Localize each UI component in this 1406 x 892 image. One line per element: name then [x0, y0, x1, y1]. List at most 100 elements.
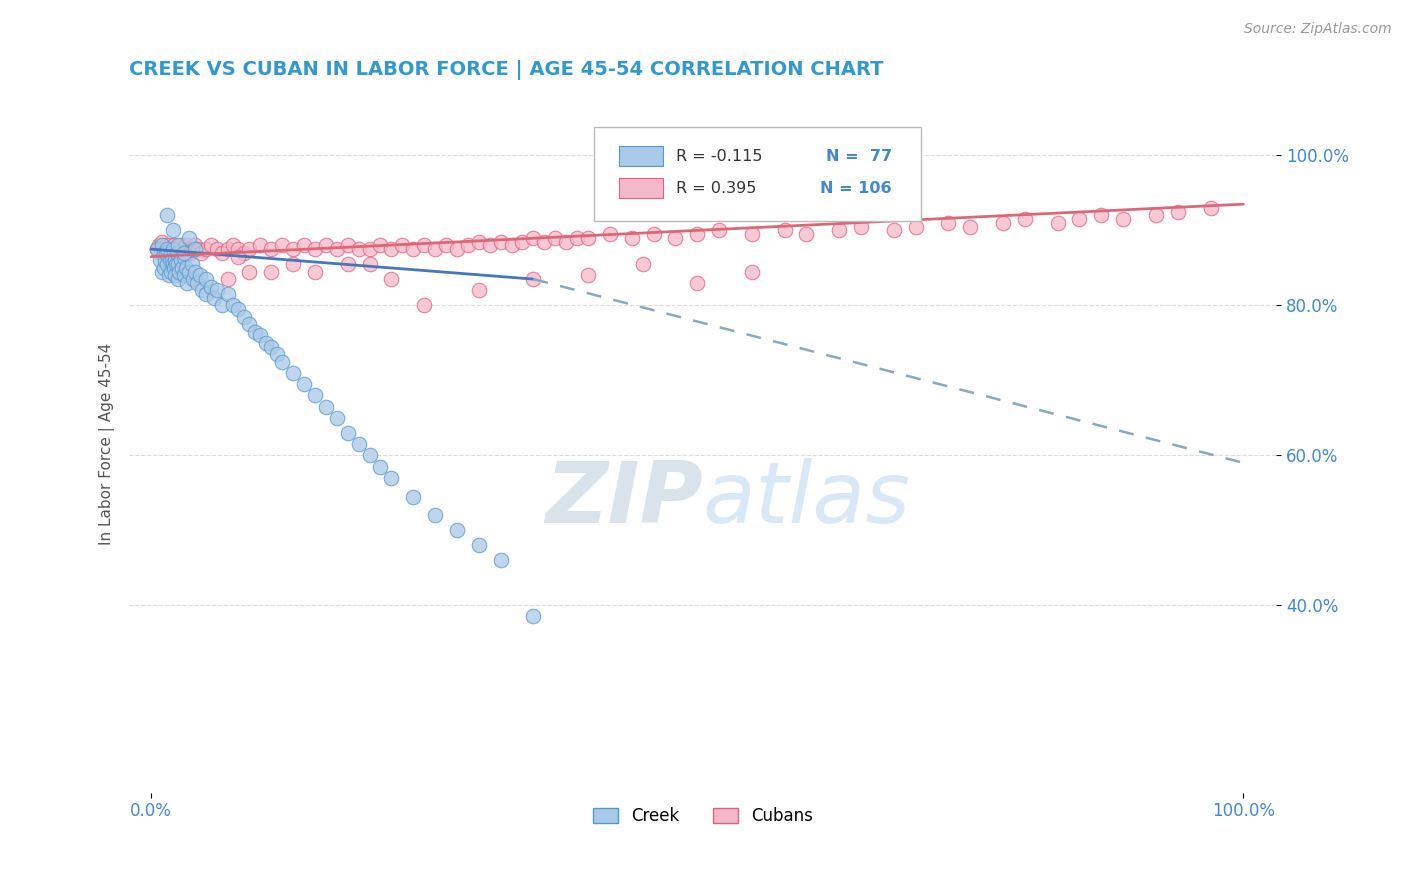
Point: [631, 257, 654, 271]
Point: [544, 231, 567, 245]
FancyBboxPatch shape: [593, 127, 921, 221]
Point: [232, 245, 254, 260]
Y-axis label: In Labor Force | Age 45-54: In Labor Force | Age 45-54: [100, 343, 115, 545]
Point: [157, 245, 180, 260]
Point: [304, 264, 326, 278]
Point: [413, 298, 436, 312]
Point: [555, 235, 578, 249]
Point: [468, 538, 491, 552]
Point: [145, 242, 167, 256]
Point: [238, 242, 260, 256]
Point: [686, 227, 709, 241]
Point: [370, 459, 392, 474]
Point: [179, 264, 201, 278]
Text: CREEK VS CUBAN IN LABOR FORCE | AGE 45-54 CORRELATION CHART: CREEK VS CUBAN IN LABOR FORCE | AGE 45-5…: [129, 60, 884, 79]
Point: [156, 242, 179, 256]
Point: [155, 238, 177, 252]
Point: [402, 490, 425, 504]
Point: [222, 238, 245, 252]
Point: [1046, 216, 1069, 230]
Point: [468, 235, 491, 249]
Point: [167, 242, 190, 256]
Point: [160, 253, 183, 268]
Point: [205, 242, 228, 256]
Point: [180, 257, 202, 271]
Point: [173, 268, 195, 283]
Point: [1112, 212, 1135, 227]
Point: [304, 388, 326, 402]
Point: [457, 238, 479, 252]
Point: [232, 310, 254, 324]
Point: [304, 242, 326, 256]
Point: [489, 553, 512, 567]
Point: [194, 287, 217, 301]
Point: [228, 302, 250, 317]
Point: [991, 216, 1014, 230]
Point: [149, 253, 172, 268]
Point: [153, 260, 176, 275]
Point: [174, 260, 197, 275]
Point: [167, 272, 190, 286]
Point: [271, 238, 294, 252]
Point: [162, 242, 184, 256]
Point: [176, 276, 198, 290]
Point: [145, 242, 167, 256]
Point: [174, 238, 197, 252]
Point: [370, 238, 392, 252]
Text: atlas: atlas: [703, 458, 911, 541]
Point: [326, 242, 349, 256]
Point: [179, 245, 201, 260]
Point: [179, 231, 201, 245]
Point: [741, 227, 763, 241]
Point: [1199, 201, 1222, 215]
Point: [238, 317, 260, 331]
Point: [522, 272, 544, 286]
Point: [423, 242, 446, 256]
Point: [184, 264, 207, 278]
Point: [156, 257, 179, 271]
Point: [159, 242, 181, 256]
Point: [260, 242, 283, 256]
Point: [347, 242, 370, 256]
Point: [181, 272, 204, 286]
Point: [184, 238, 207, 252]
Point: [211, 245, 233, 260]
Text: R = 0.395: R = 0.395: [676, 181, 756, 195]
Point: [163, 260, 186, 275]
Point: [173, 242, 195, 256]
Point: [254, 335, 277, 350]
Point: [266, 347, 288, 361]
Point: [170, 260, 193, 275]
Point: [565, 231, 588, 245]
Point: [359, 242, 381, 256]
Point: [292, 238, 315, 252]
Point: [249, 238, 271, 252]
Point: [177, 242, 200, 256]
Point: [686, 276, 709, 290]
Point: [446, 523, 468, 537]
Point: [167, 257, 190, 271]
Point: [796, 227, 818, 241]
Text: N =  77: N = 77: [825, 149, 891, 163]
Point: [336, 238, 359, 252]
Point: [402, 242, 425, 256]
Text: N = 106: N = 106: [820, 181, 891, 195]
Legend: Creek, Cubans: Creek, Cubans: [585, 798, 821, 833]
Point: [200, 279, 222, 293]
Point: [391, 238, 413, 252]
Point: [292, 377, 315, 392]
Point: [533, 235, 555, 249]
Point: [173, 245, 195, 260]
Point: [359, 257, 381, 271]
Point: [160, 245, 183, 260]
Point: [188, 268, 211, 283]
Point: [191, 284, 214, 298]
Point: [281, 242, 304, 256]
Point: [156, 208, 179, 222]
Point: [200, 238, 222, 252]
Point: [336, 257, 359, 271]
Point: [828, 223, 851, 237]
Point: [1167, 204, 1189, 219]
Point: [315, 400, 337, 414]
Point: [153, 242, 176, 256]
